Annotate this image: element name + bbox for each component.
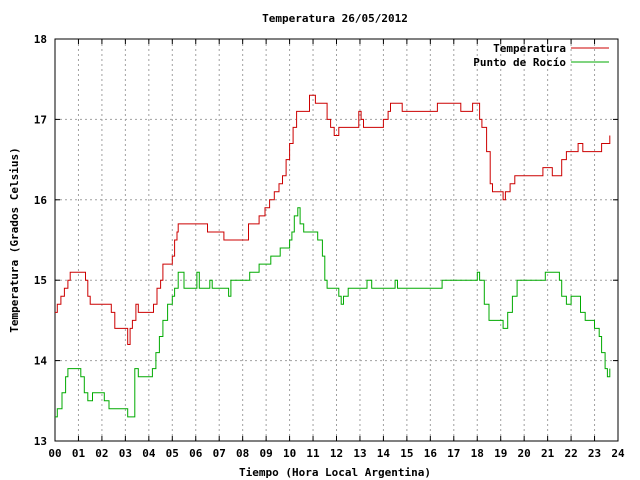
x-tick-label: 10 [283, 447, 296, 460]
x-tick-label: 07 [213, 447, 226, 460]
y-tick-label: 16 [34, 194, 48, 207]
x-tick-label: 22 [564, 447, 577, 460]
x-tick-label: 12 [330, 447, 343, 460]
x-tick-label: 06 [189, 447, 203, 460]
x-tick-label: 03 [119, 447, 132, 460]
y-axis-title: Temperatura (Grados Celsius) [8, 147, 21, 332]
grid [55, 39, 618, 441]
legend-label-temperatura: Temperatura [493, 42, 566, 55]
series-line-punto-de-rocio [55, 207, 611, 418]
y-tick-label: 13 [34, 435, 47, 448]
y-tick-label: 14 [34, 355, 48, 368]
x-tick-label: 02 [95, 447, 108, 460]
x-tick-label: 15 [400, 447, 413, 460]
legend: Temperatura Punto de Rocío [473, 42, 609, 69]
x-tick-label: 18 [471, 447, 484, 460]
y-axis: 13 14 15 16 17 18 [34, 33, 618, 448]
x-axis: 00 01 02 03 04 05 06 07 08 09 10 11 12 13 14 15 16 17 18 19… [48, 39, 625, 460]
x-tick-label: 13 [353, 447, 366, 460]
x-tick-label: 04 [142, 447, 156, 460]
series-line-temperatura [55, 94, 611, 345]
x-tick-label: 09 [260, 447, 273, 460]
x-tick-label: 24 [611, 447, 625, 460]
x-tick-label: 00 [48, 447, 61, 460]
x-axis-title: Tiempo (Hora Local Argentina) [239, 466, 431, 479]
series-group [55, 94, 611, 418]
chart-title: Temperatura 26/05/2012 [262, 12, 408, 25]
legend-label-punto-de-rocio: Punto de Rocío [473, 56, 566, 69]
y-tick-label: 15 [34, 274, 47, 287]
x-tick-label: 08 [236, 447, 249, 460]
x-tick-label: 17 [447, 447, 460, 460]
x-tick-label: 23 [588, 447, 601, 460]
x-tick-label: 19 [494, 447, 507, 460]
x-tick-label: 21 [541, 447, 555, 460]
y-tick-label: 18 [34, 33, 47, 46]
x-tick-label: 11 [306, 447, 320, 460]
x-tick-label: 14 [377, 447, 391, 460]
x-tick-label: 05 [166, 447, 179, 460]
x-tick-label: 16 [424, 447, 438, 460]
x-tick-label: 20 [518, 447, 531, 460]
x-tick-label: 01 [72, 447, 86, 460]
y-tick-label: 17 [34, 113, 47, 126]
